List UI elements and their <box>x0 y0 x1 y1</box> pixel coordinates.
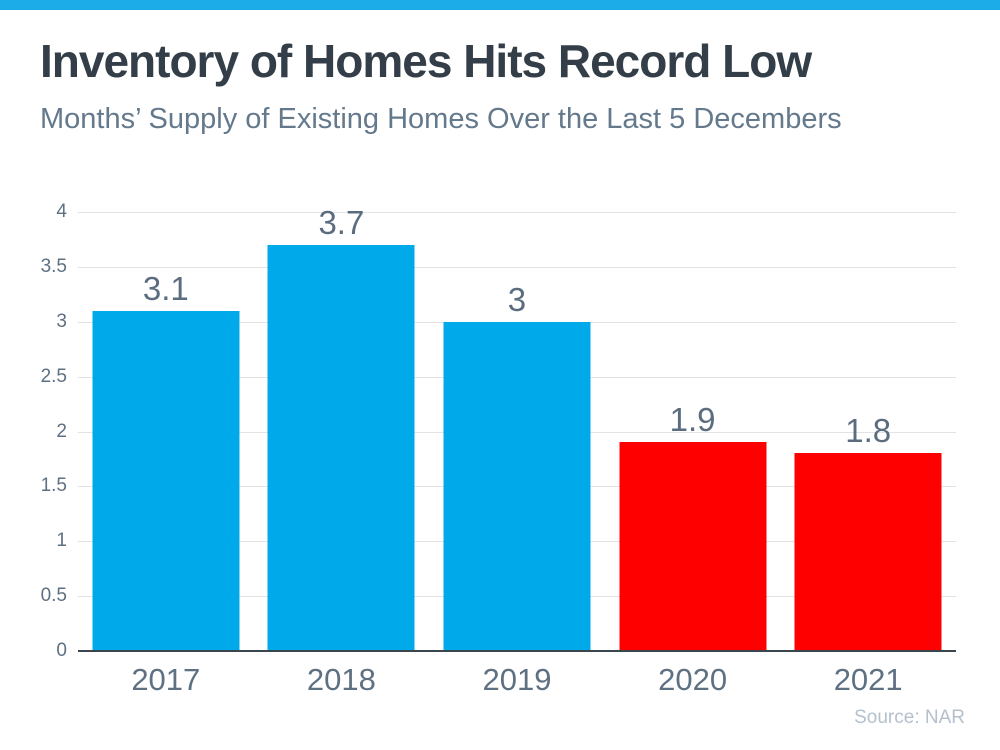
source-attribution: Source: NAR <box>854 707 965 728</box>
y-tick-label: 2.5 <box>40 365 67 387</box>
plot-area: 0 0.5 1 1.5 2 2.5 3 3.5 4 3.1 3.7 3 1.9 1.8 <box>41 202 956 661</box>
bar-2020 <box>619 442 767 651</box>
gridline <box>78 212 956 213</box>
x-axis-labels: 2017 2018 2019 2020 2021 <box>78 662 956 697</box>
y-tick-label: 2 <box>56 420 67 442</box>
bar-2021 <box>794 453 942 651</box>
y-tick-label: 1 <box>56 530 67 552</box>
bar-slot-2020: 1.9 <box>605 403 781 651</box>
bar-value-label-2018: 3.7 <box>318 203 365 241</box>
y-tick-label: 4 <box>56 201 67 222</box>
bar-slot-2018: 3.7 <box>254 206 430 651</box>
y-tick-label: 3 <box>56 310 67 332</box>
x-axis-line <box>78 650 956 652</box>
gridline <box>78 266 956 268</box>
y-tick-label: 1.5 <box>40 475 67 497</box>
bar-value-label-2017: 3.1 <box>142 269 189 307</box>
bar-value-label-2021: 1.8 <box>845 412 892 450</box>
x-axis-label-2020: 2020 <box>658 662 728 697</box>
page-subtitle: Months’ Supply of Existing Homes Over th… <box>40 103 842 135</box>
y-tick-label: 0 <box>56 640 67 661</box>
bar-2019 <box>443 321 591 651</box>
y-tick-label: 0.5 <box>40 585 67 607</box>
y-tick-label: 3.5 <box>40 255 67 277</box>
x-axis-label-2019: 2019 <box>482 662 552 697</box>
bar-2017 <box>92 310 240 651</box>
bar-slot-2019: 3 <box>429 283 605 651</box>
bar-slot-2017: 3.1 <box>78 272 254 651</box>
page-title: Inventory of Homes Hits Record Low <box>40 35 812 87</box>
bar-value-label-2020: 1.9 <box>669 401 716 439</box>
bar-value-label-2019: 3 <box>507 280 527 318</box>
x-axis-label-2021: 2021 <box>833 662 903 697</box>
x-axis-label-2018: 2018 <box>306 662 376 697</box>
bar-2018 <box>267 244 415 651</box>
x-axis-label-2017: 2017 <box>131 662 201 697</box>
top-accent-bar <box>0 0 1000 10</box>
bar-slot-2021: 1.8 <box>780 414 956 651</box>
